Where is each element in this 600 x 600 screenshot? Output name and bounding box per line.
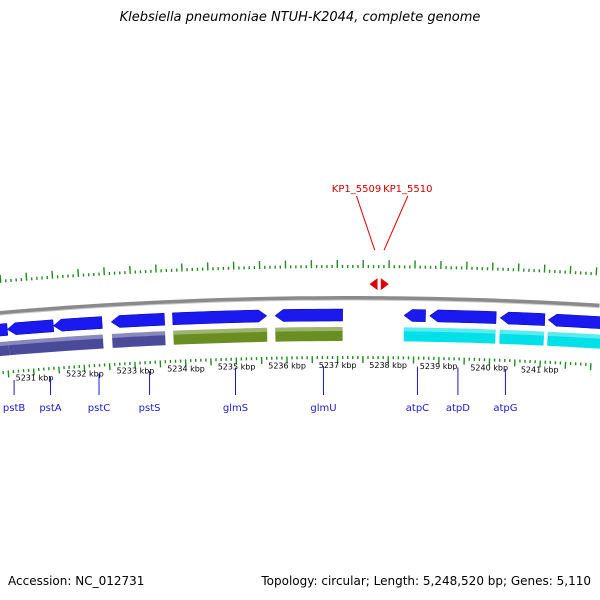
kbp-label: 5241 kbp [521,365,559,374]
gene-label: pstB [3,403,25,414]
gene-label: atpD [446,403,470,414]
locus-label: KP1_5509 [332,184,381,195]
kbp-label: 5240 kbp [470,363,508,372]
locus-leader-line [356,195,376,251]
gene-category-band [275,327,343,342]
gene-arrow [274,308,343,322]
outer-tick [77,268,80,277]
kbp-label: 5233 kbp [117,367,155,376]
gene-category-band [499,329,545,346]
locus-leader-line [383,195,409,251]
kbp-label: 5236 kbp [268,361,306,370]
backbone-highlight [0,299,600,316]
kbp-label: 5231 kbp [16,373,54,382]
kbp-label: 5234 kbp [167,364,205,373]
kbp-label: 5232 kbp [66,370,104,379]
inner-tick [58,366,61,374]
gene-category-band [403,327,496,344]
inner-tick [7,370,10,378]
gene-category-band [0,341,10,357]
gene-band-highlight [0,341,9,347]
genome-stats-text: Topology: circular; Length: 5,248,520 bp… [261,574,591,588]
outer-tick [51,270,54,279]
gene-arrow [429,309,497,324]
outer-tick [25,272,28,281]
gene-arrow [52,316,103,332]
kbp-label: 5235 kbp [218,363,256,372]
map-title: Klebsiella pneumoniae NTUH-K2044, comple… [119,10,481,25]
gene-band-highlight [275,327,343,332]
gene-label: glmS [223,403,248,414]
gene-arrow [6,319,55,335]
gene-arrow [110,312,165,328]
gene-category-band [8,334,104,356]
gene-band-highlight [547,331,600,339]
accession-text: Accession: NC_012731 [8,574,145,588]
gene-category-band [173,327,268,345]
gene-band-highlight [173,327,268,335]
gene-label-group: pstB pstA pstC pstS glmS glmU atpC atpD atpG [3,366,518,414]
locus-marker [369,278,378,291]
gene-label: pstS [139,403,161,414]
gene-label: atpG [493,403,517,414]
backbone-arc [0,296,600,315]
feature-group [0,308,600,357]
inner-tick [32,368,35,376]
gene-arrow [172,309,268,326]
gene-label: pstA [39,403,61,414]
locus-group: KP1_5509 KP1_5510 [332,184,433,291]
gene-label: glmU [310,403,336,414]
kbp-label: 5237 kbp [319,361,357,370]
gene-band-highlight [403,327,496,334]
kbp-label: 5239 kbp [420,362,458,371]
gene-arrow [0,323,9,337]
gene-band-highlight [499,329,545,336]
gene-category-band [111,331,166,348]
gene-band-highlight [111,331,166,338]
gene-arrow [499,311,546,326]
gene-label: atpC [406,403,429,414]
gene-label: pstC [88,403,110,414]
gene-arrow [403,309,426,322]
locus-marker [380,278,389,291]
backbone-group [0,296,600,316]
gene-arrow [547,313,600,329]
locus-label: KP1_5510 [383,184,432,195]
kbp-label: 5238 kbp [369,361,407,370]
outer-tick [0,274,2,283]
gene-band-highlight [8,334,103,346]
tick-group: 5231 kbp 5232 kbp 5233 kbp 5234 kbp 5235 kbp… [0,260,598,382]
gene-category-band [547,331,600,349]
